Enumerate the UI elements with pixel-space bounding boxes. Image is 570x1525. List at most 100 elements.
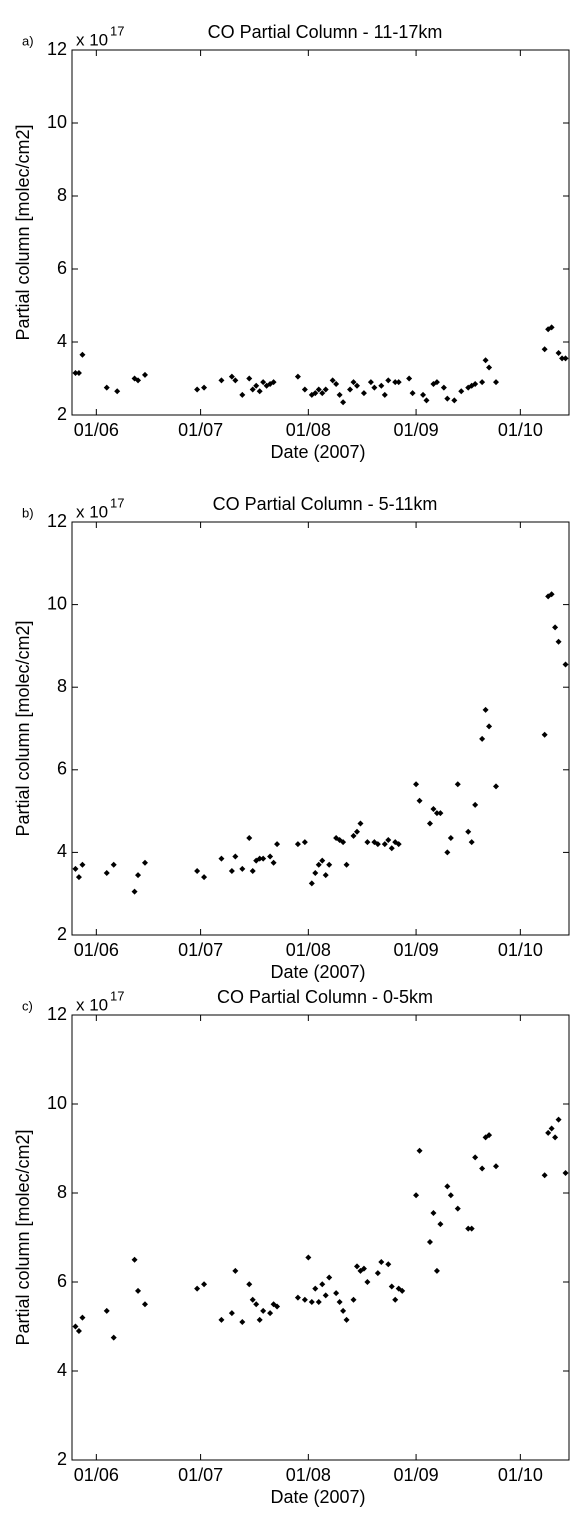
data-point — [294, 841, 301, 848]
data-point — [440, 384, 447, 391]
data-point — [135, 872, 142, 879]
data-point — [305, 1254, 312, 1261]
y-tick-label: 10 — [47, 1093, 67, 1113]
data-point — [246, 1281, 253, 1288]
data-point — [194, 867, 201, 874]
chart-title: CO Partial Column - 0-5km — [217, 987, 433, 1007]
data-point — [246, 834, 253, 841]
data-point — [447, 1192, 454, 1199]
data-point — [409, 390, 416, 397]
data-point — [357, 820, 364, 827]
data-point — [472, 801, 479, 808]
data-point — [274, 1303, 281, 1310]
data-point — [374, 841, 381, 848]
data-point — [274, 841, 281, 848]
y-tick-label: 4 — [57, 331, 67, 351]
data-point — [548, 1125, 555, 1132]
data-point — [141, 859, 148, 866]
data-point — [555, 349, 562, 356]
data-point — [103, 384, 110, 391]
data-point — [465, 828, 472, 835]
data-point — [562, 661, 569, 668]
y-tick-label: 2 — [57, 924, 67, 944]
data-point — [315, 386, 322, 393]
data-point — [493, 379, 500, 386]
data-point — [326, 1274, 333, 1281]
data-point — [135, 1287, 142, 1294]
data-point — [312, 1285, 319, 1292]
data-point — [343, 861, 350, 868]
y-tick-label: 10 — [47, 112, 67, 132]
x-tick-label: 01/08 — [286, 1465, 331, 1485]
data-point — [260, 1307, 267, 1314]
y-axis-label: Partial column [molec/cm2] — [13, 620, 33, 836]
data-point — [350, 832, 357, 839]
data-point — [426, 820, 433, 827]
data-point — [454, 781, 461, 788]
data-point — [433, 1267, 440, 1274]
data-point — [454, 1205, 461, 1212]
data-point — [201, 1281, 208, 1288]
data-point — [260, 379, 267, 386]
data-point — [555, 638, 562, 645]
data-point — [267, 853, 274, 860]
x-tick-label: 01/09 — [394, 420, 439, 440]
data-point — [72, 370, 79, 377]
data-point — [444, 395, 451, 402]
exponent-label: x 10 — [76, 30, 108, 49]
data-point — [392, 379, 399, 386]
plot-area — [71, 1014, 570, 1461]
data-point — [301, 1296, 308, 1303]
data-point — [381, 391, 388, 398]
y-tick-label: 8 — [57, 676, 67, 696]
data-point — [545, 1129, 552, 1136]
x-tick-label: 01/09 — [394, 1465, 439, 1485]
data-point — [385, 377, 392, 384]
data-point — [256, 388, 263, 395]
data-point — [371, 384, 378, 391]
data-point — [420, 391, 427, 398]
data-point — [340, 839, 347, 846]
data-point — [319, 857, 326, 864]
data-point — [249, 867, 256, 874]
data-point — [482, 357, 489, 364]
data-point — [559, 355, 566, 362]
data-point — [468, 1225, 475, 1232]
x-tick-label: 01/08 — [286, 420, 331, 440]
panel-label: a) — [22, 33, 34, 48]
data-point — [479, 1165, 486, 1172]
data-point — [79, 351, 86, 358]
data-point — [385, 837, 392, 844]
data-point — [486, 1132, 493, 1139]
data-point — [333, 1290, 340, 1297]
plot-area — [71, 521, 570, 936]
data-point — [232, 853, 239, 860]
data-point — [256, 855, 263, 862]
data-point — [232, 1267, 239, 1274]
data-point — [493, 783, 500, 790]
x-axis-label: Date (2007) — [270, 962, 365, 982]
data-point — [413, 781, 420, 788]
data-point — [360, 1265, 367, 1272]
data-point — [232, 377, 239, 384]
y-tick-label: 6 — [57, 1271, 67, 1291]
x-tick-label: 01/06 — [74, 1465, 119, 1485]
data-point — [329, 377, 336, 384]
panel-label: b) — [22, 505, 34, 520]
data-point — [322, 386, 329, 393]
data-point — [360, 390, 367, 397]
data-point — [110, 861, 117, 868]
x-tick-label: 01/07 — [178, 420, 223, 440]
data-point — [340, 399, 347, 406]
data-point — [541, 1172, 548, 1179]
data-point — [555, 1116, 562, 1123]
data-point — [364, 1279, 371, 1285]
data-point — [458, 388, 465, 395]
y-tick-label: 10 — [47, 593, 67, 613]
data-point — [141, 1301, 148, 1308]
data-point — [228, 867, 235, 874]
data-point — [423, 397, 430, 404]
data-point — [479, 735, 486, 742]
data-point — [336, 391, 343, 398]
data-point — [378, 382, 385, 389]
